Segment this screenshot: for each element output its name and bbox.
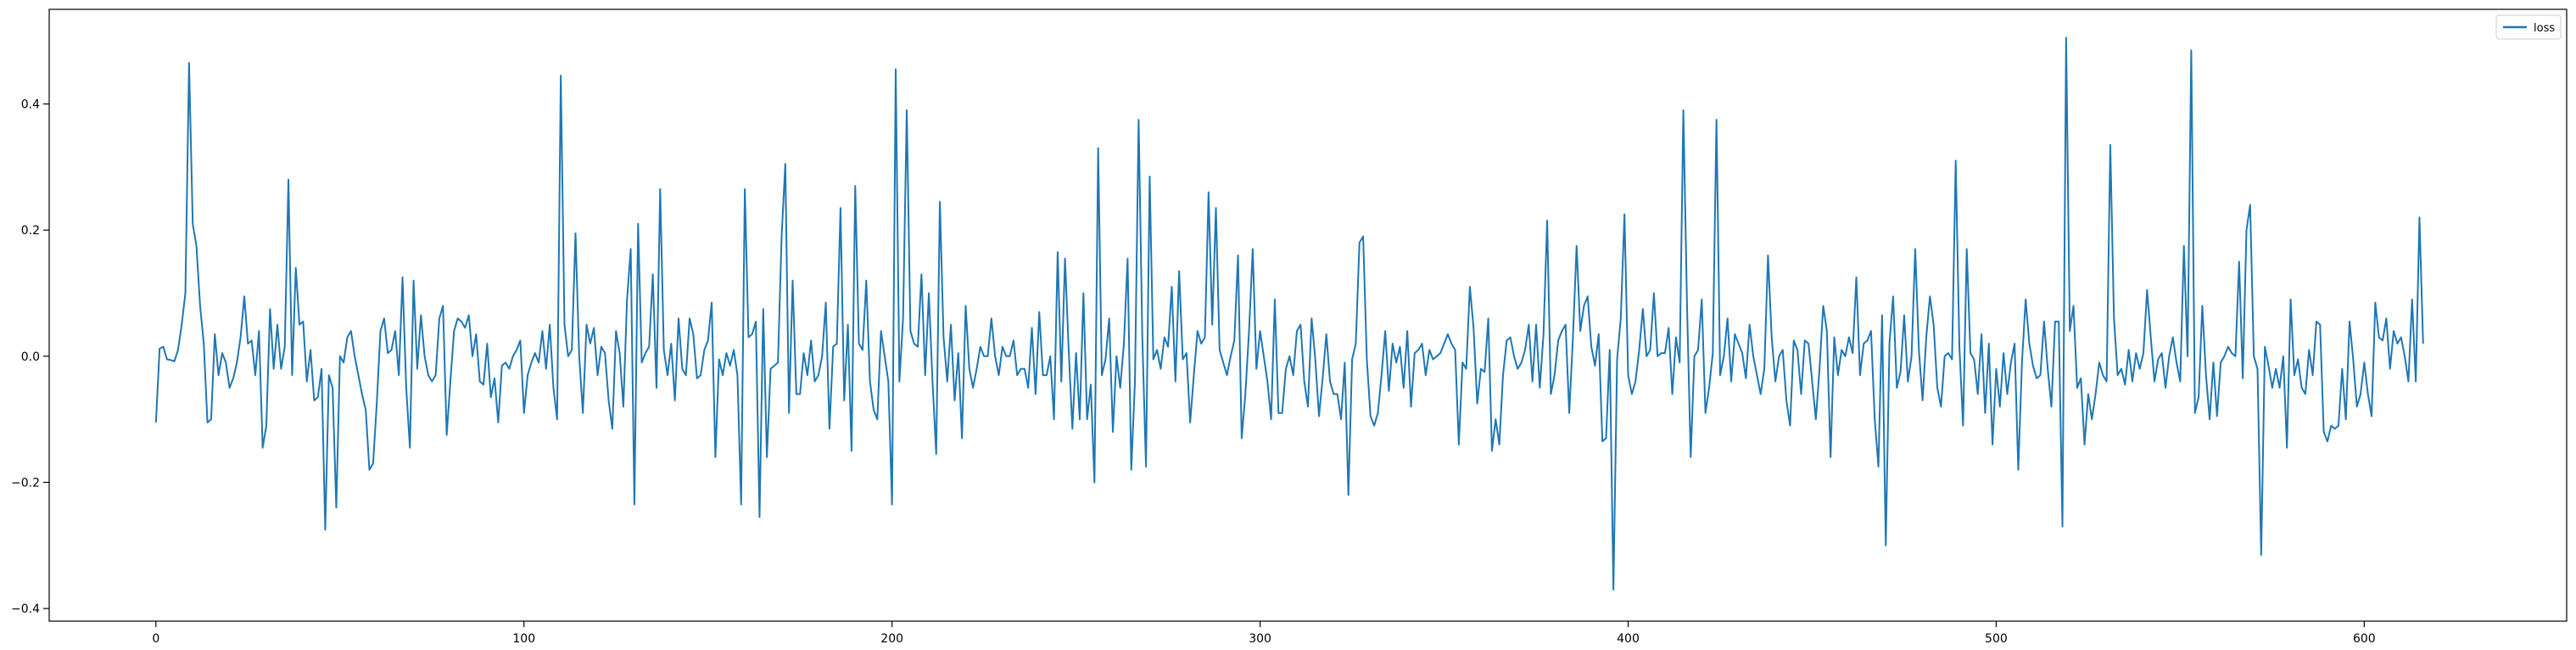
axes-frame — [48, 8, 2568, 622]
y-tick-label: −0.2 — [11, 476, 40, 490]
y-tick-label: 0.2 — [21, 224, 40, 238]
x-tick-label: 100 — [512, 632, 535, 646]
legend-box — [2495, 14, 2562, 40]
x-tick-label: 500 — [1985, 632, 2008, 646]
series-line-loss — [154, 36, 2424, 591]
legend: loss — [2495, 14, 2562, 40]
series-layer — [154, 36, 2424, 591]
x-axis: 0 100 200 300 400 500 600 — [152, 621, 2376, 646]
x-tick-label: 600 — [2353, 632, 2376, 646]
x-tick-label: 200 — [880, 632, 903, 646]
y-tick-label: 0.0 — [21, 350, 40, 364]
x-tick-label: 0 — [152, 632, 159, 646]
y-tick-label: 0.4 — [21, 98, 40, 111]
y-tick-label: −0.4 — [11, 602, 40, 616]
y-axis: −0.4 −0.2 0.0 0.2 0.4 — [11, 98, 49, 616]
legend-label-loss: loss — [2534, 22, 2555, 35]
x-tick-label: 400 — [1617, 632, 1640, 646]
x-tick-label: 300 — [1249, 632, 1271, 646]
